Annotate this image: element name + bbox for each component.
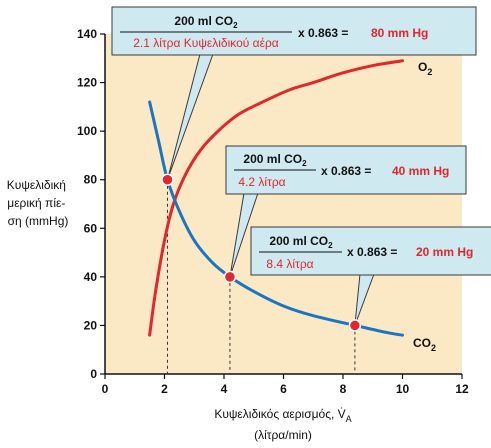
- x-tick-label: 4: [221, 382, 228, 396]
- x-axis-unit: (λίτρα/min): [254, 428, 312, 442]
- plot-background: [105, 34, 462, 374]
- annotation-2-result: 40 mm Hg: [392, 164, 449, 178]
- data-point: [161, 173, 174, 186]
- x-tick-label: 6: [280, 382, 287, 396]
- annotation-2-denominator: 4.2 λίτρα: [238, 175, 285, 189]
- annotation-1-multiplier: x 0.863 =: [298, 26, 348, 40]
- x-tick-label: 12: [455, 382, 469, 396]
- x-tick-label: 8: [340, 382, 347, 396]
- dashed-guides: [166, 179, 356, 374]
- annotation-box-3: 200 ml CO2 8.4 λίτρα x 0.863 = 20 mm Hg: [250, 226, 491, 276]
- annotation-1-numerator: 200 ml CO2: [174, 14, 238, 30]
- annotation-1-result: 80 mm Hg: [371, 26, 428, 40]
- y-tick-label: 100: [77, 124, 97, 138]
- annotation-2-numerator: 200 ml CO2: [243, 152, 307, 168]
- y-tick-label: 0: [90, 367, 97, 381]
- y-tick-label: 20: [84, 318, 98, 332]
- y-ticks: 0 20 40 60 80 100 120 140: [77, 27, 105, 381]
- y-tick-label: 120: [77, 76, 97, 90]
- x-tick-label: 0: [102, 382, 109, 396]
- series-label-o2: O2: [418, 60, 432, 77]
- annotation-1-denominator: 2.1 λίτρα Κυψελιδικού αέρα: [133, 36, 279, 50]
- annotation-2-multiplier: x 0.863 =: [321, 164, 371, 178]
- y-tick-label: 140: [77, 27, 97, 41]
- x-ticks: 0 2 4 6 8 10 12: [102, 374, 469, 396]
- annotation-3-denominator: 8.4 λίτρα: [266, 257, 313, 271]
- annotation-3-numerator: 200 ml CO2: [269, 234, 333, 250]
- data-points: [161, 173, 362, 332]
- annotation-3-multiplier: x 0.863 =: [347, 245, 397, 259]
- o2-curve: [148, 59, 404, 337]
- y-tick-label: 40: [84, 270, 98, 284]
- annotation-box-1-bg: [111, 6, 477, 56]
- series-label-co2: CO2: [413, 336, 436, 353]
- y-axis-label: Κυψελιδική μερική πίε- ση (mmHg): [7, 178, 70, 228]
- annotation-box-1: 200 ml CO2 2.1 λίτρα Κυψελιδικού αέρα x …: [111, 6, 477, 56]
- data-point: [223, 270, 237, 284]
- annotation-box-2: 200 ml CO2 4.2 λίτρα x 0.863 = 40 mm Hg: [225, 145, 467, 195]
- annotation-box-3-bg: [250, 226, 491, 276]
- y-tick-label: 80: [84, 173, 98, 187]
- annotation-3-result: 20 mm Hg: [416, 245, 473, 259]
- data-point: [348, 319, 362, 332]
- x-tick-label: 2: [161, 382, 168, 396]
- x-tick-label: 10: [396, 382, 410, 396]
- x-axis-label: Κυψελιδικός αερισμός, V̇A: [214, 407, 351, 424]
- y-tick-label: 60: [84, 221, 98, 235]
